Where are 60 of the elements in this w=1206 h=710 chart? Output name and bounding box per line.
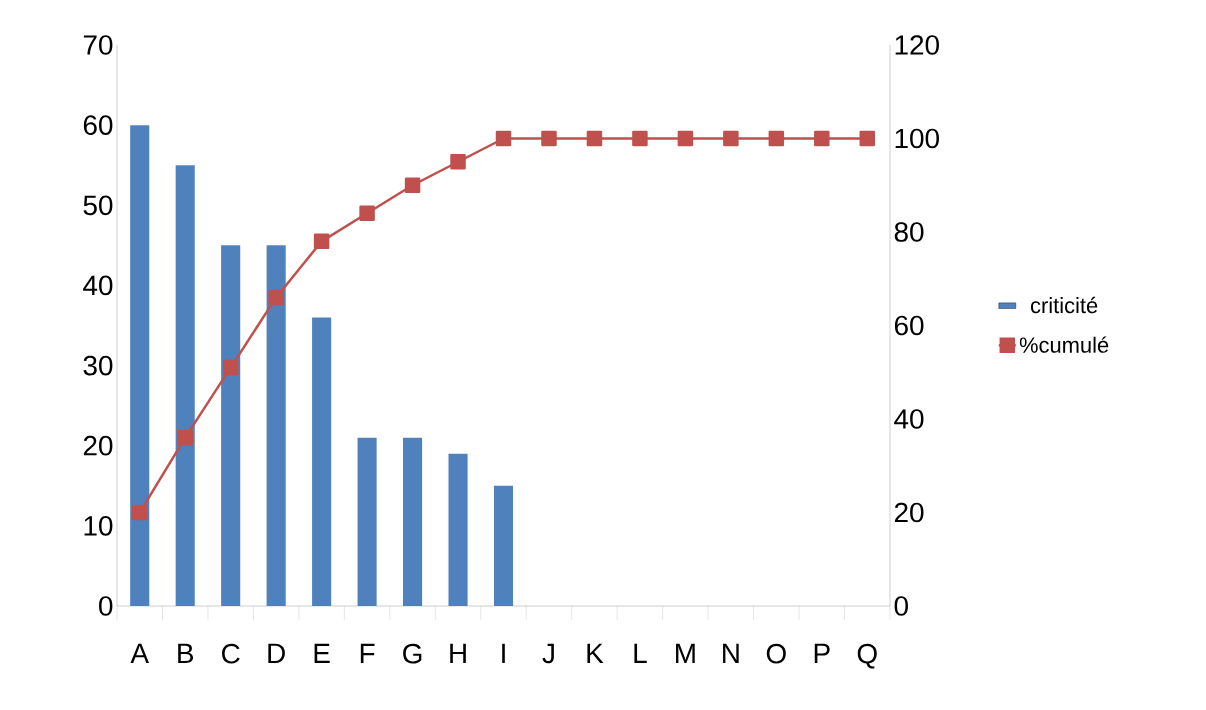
y-tick-label: 70 <box>83 35 113 55</box>
bar <box>448 453 468 606</box>
point <box>404 177 421 193</box>
bar <box>266 245 286 606</box>
bar <box>403 437 423 606</box>
y2-tick-label: 120 <box>895 35 939 55</box>
bar <box>130 125 150 606</box>
point <box>677 130 694 147</box>
x-tick-label: B <box>178 643 194 663</box>
point <box>586 130 603 147</box>
point <box>450 154 466 170</box>
x-tick-label: M <box>676 643 695 663</box>
x-tick-label: Q <box>857 643 877 669</box>
x-tick-label: A <box>130 643 149 663</box>
legend-label: criticité <box>1030 296 1098 314</box>
x-tick-label: G <box>403 643 422 664</box>
bar <box>357 437 377 606</box>
y2-tick-label: 60 <box>894 315 924 336</box>
y-tick-label: 50 <box>83 195 113 216</box>
point <box>814 130 830 147</box>
point <box>268 289 284 306</box>
point <box>495 130 512 147</box>
x-tick-label: O <box>766 643 786 664</box>
point <box>177 429 193 446</box>
point <box>859 130 876 147</box>
point <box>723 130 739 147</box>
legend-label: %cumulé <box>1019 336 1109 353</box>
y-tick-label: 20 <box>83 435 113 456</box>
y-tick-label: 60 <box>83 115 113 136</box>
bar <box>221 245 241 606</box>
x-tick-label: E <box>314 643 330 663</box>
x-tick-label: D <box>268 643 285 663</box>
point <box>541 130 557 147</box>
x-tick-label: P <box>814 643 830 663</box>
x-tick-label: C <box>222 643 240 664</box>
point <box>768 130 785 147</box>
bar <box>312 317 332 606</box>
x-tick-label: N <box>723 643 739 663</box>
point <box>222 359 239 376</box>
bar <box>493 485 514 606</box>
point <box>313 233 330 250</box>
point <box>359 205 375 222</box>
y2-tick-label: 100 <box>895 128 939 149</box>
y2-tick-label: 80 <box>894 222 924 242</box>
x-tick-label: H <box>450 643 466 663</box>
y-tick-label: 40 <box>83 275 113 296</box>
y-tick-label: 10 <box>84 515 113 536</box>
point <box>131 504 148 521</box>
x-tick-label: J <box>542 643 554 664</box>
y2-tick-label: 20 <box>894 502 924 523</box>
y2-tick-label: 40 <box>894 409 924 429</box>
bar <box>175 165 195 606</box>
x-tick-label: I <box>502 643 505 663</box>
point <box>632 130 648 147</box>
y2-tick-label: 0 <box>894 596 908 616</box>
x-tick-label: F <box>360 643 375 663</box>
x-tick-label: L <box>634 643 647 663</box>
y-tick-label: 30 <box>83 355 113 376</box>
y-tick-label: 0 <box>99 596 113 616</box>
x-tick-label: K <box>587 643 604 663</box>
